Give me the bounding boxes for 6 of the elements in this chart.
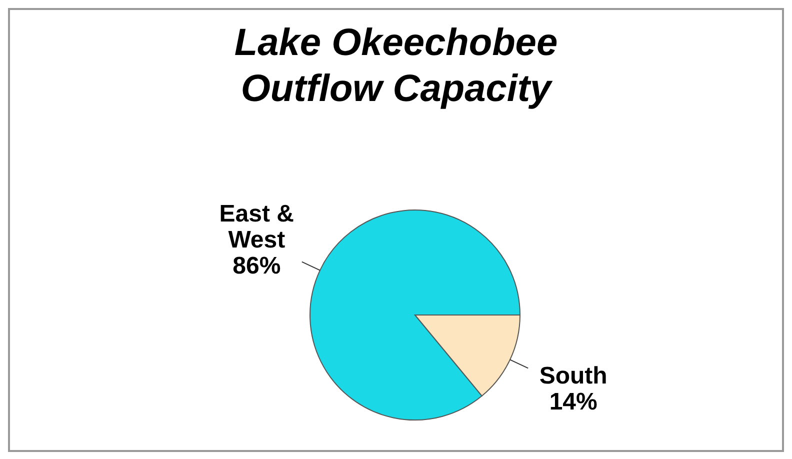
slice-label: South	[539, 362, 608, 390]
chart-title: Lake Okeechobee Outflow Capacity	[233, 21, 559, 112]
pie-slice	[310, 210, 520, 420]
data-label: 14%	[549, 388, 598, 416]
slice-label: East & West	[219, 200, 294, 254]
data-label: 86%	[232, 252, 281, 280]
